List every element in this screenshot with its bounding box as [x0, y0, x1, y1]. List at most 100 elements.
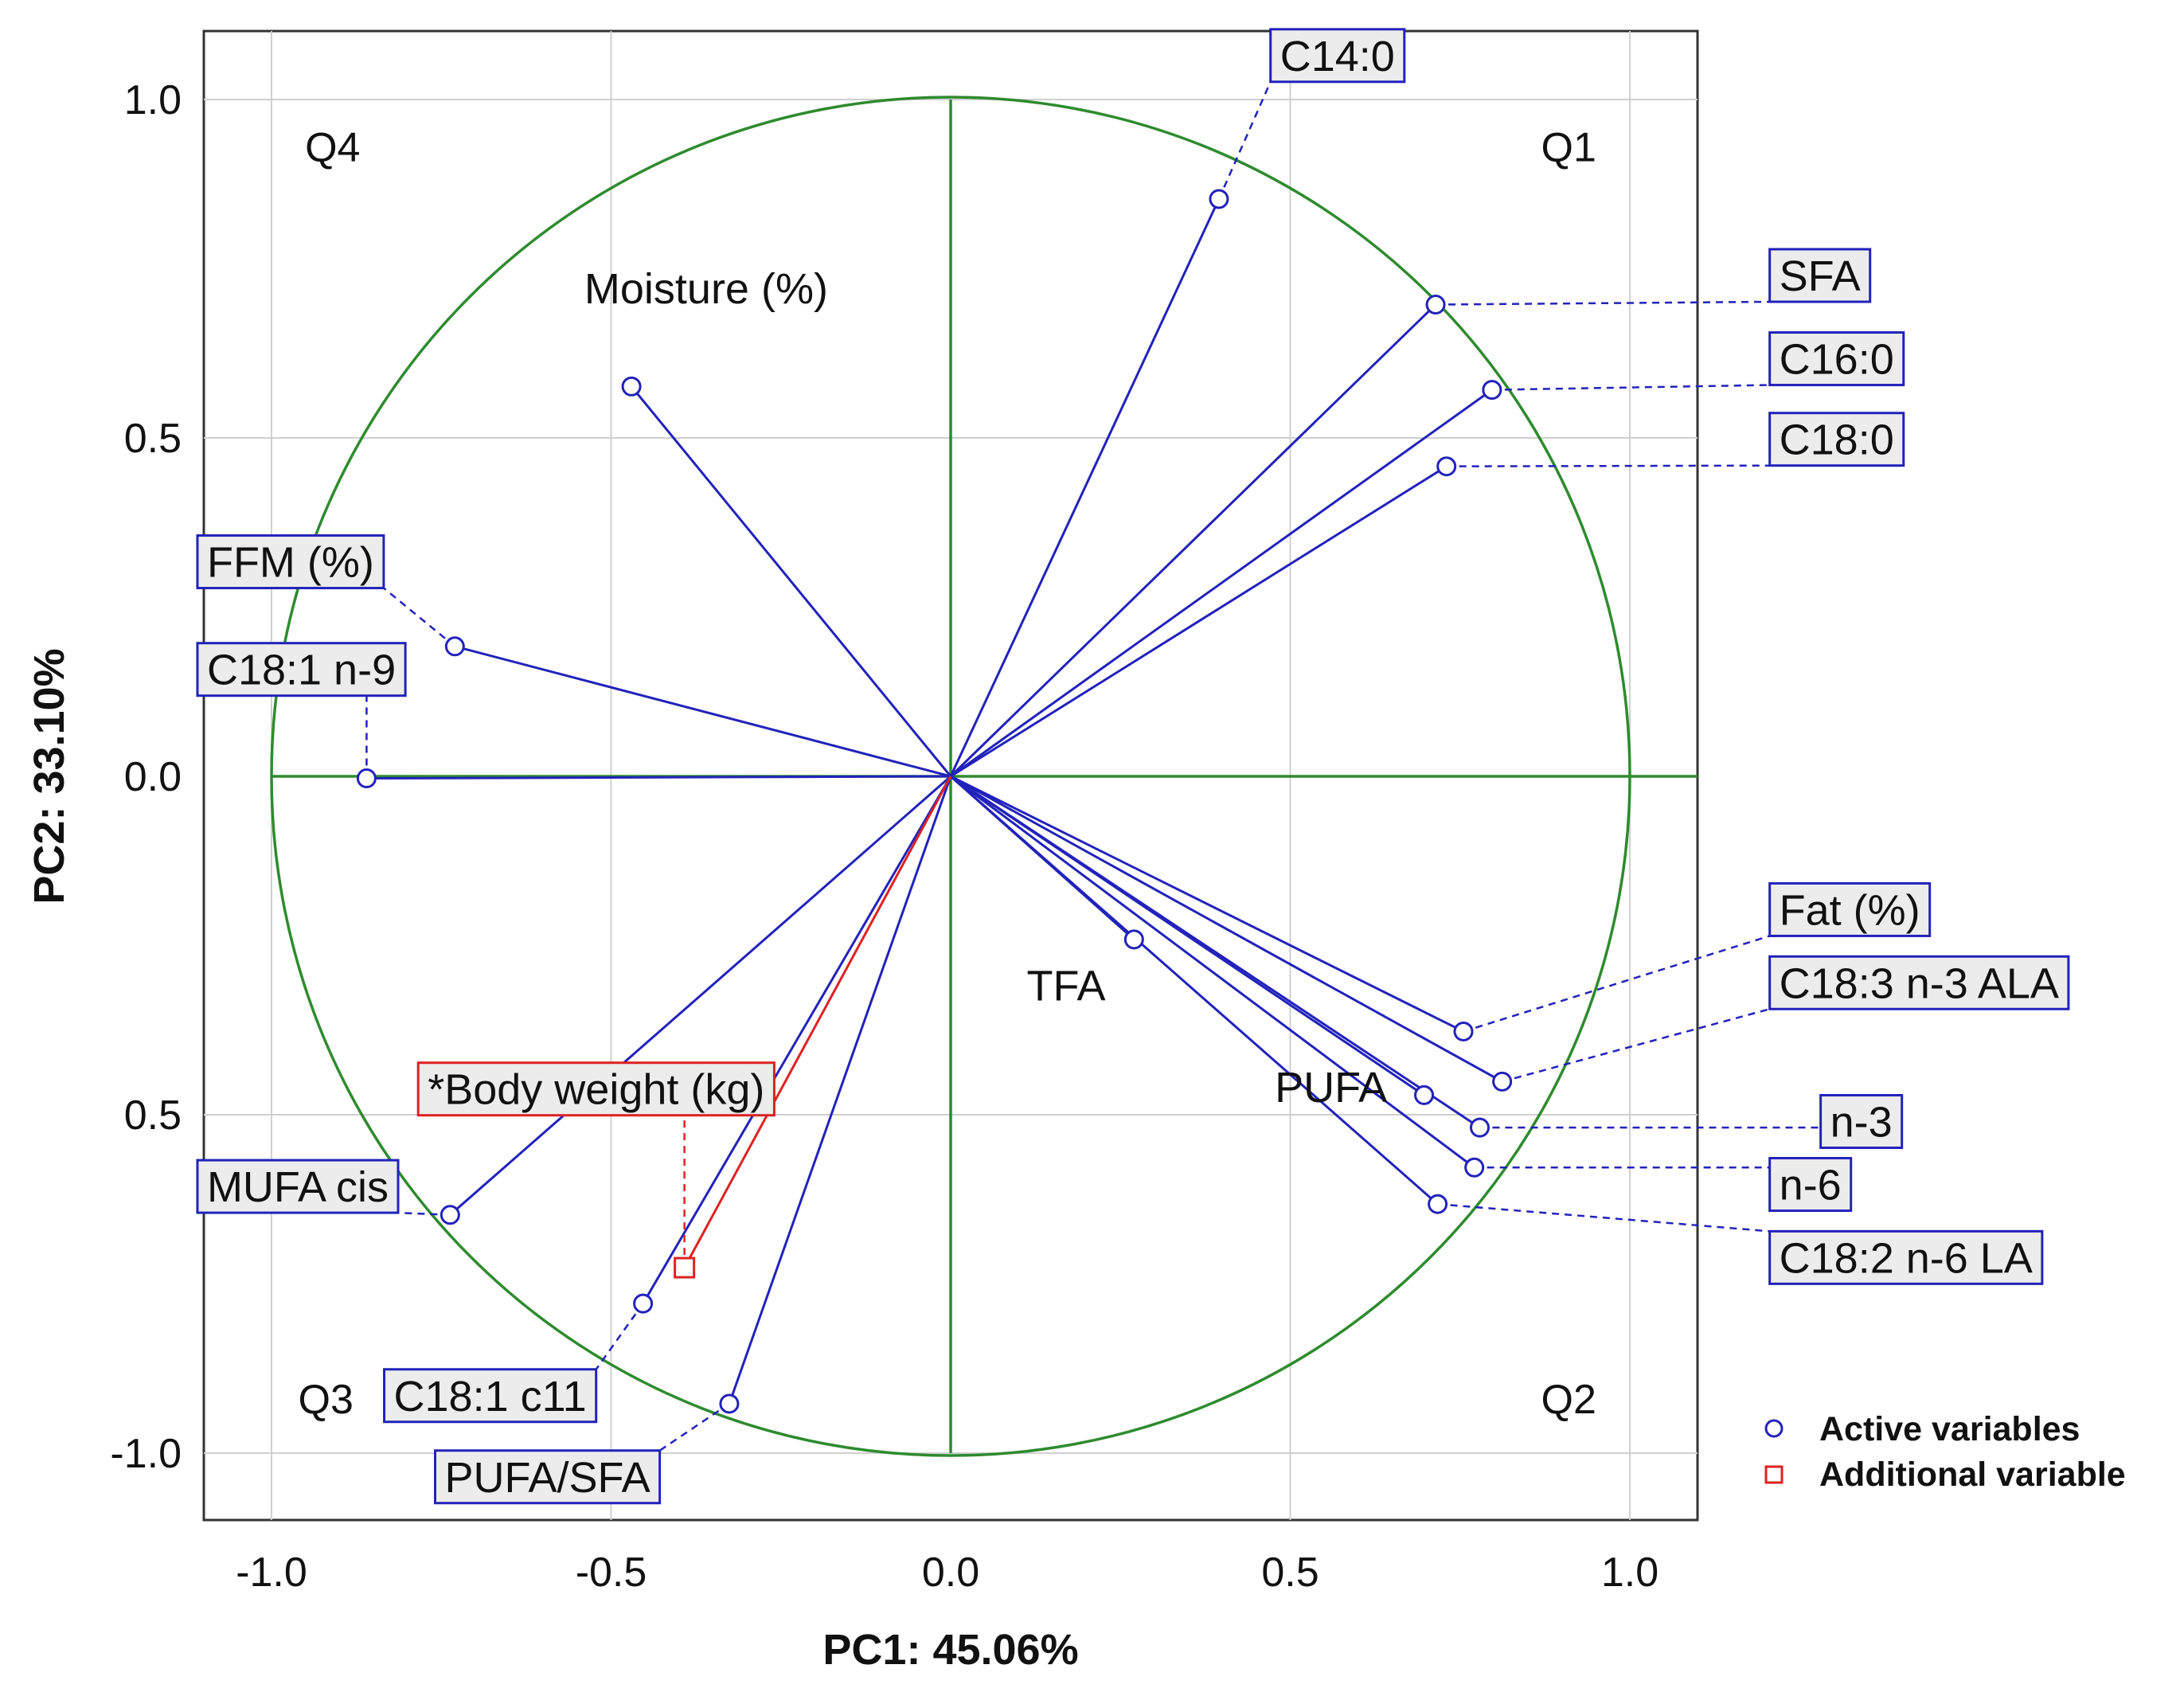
x-tick-label: -1.0	[236, 1549, 307, 1596]
marker-c18-2-n-6-la	[1428, 1194, 1448, 1214]
label-box	[1269, 28, 1406, 84]
variable-label-ffm: FFM (%)	[196, 534, 385, 590]
variable-label-moisture: Moisture (%)	[584, 265, 828, 313]
leader-line-c18-1-c11	[595, 1303, 644, 1370]
marker-body-weight-kg	[674, 1256, 696, 1279]
y-tick-label: 0.5	[124, 1092, 182, 1139]
vector-c16-0	[950, 389, 1493, 778]
quadrant-labels: Q1 Q2 Q3 Q4	[299, 125, 1596, 1424]
x-tick-labels: -1.0 -0.5 0.0 0.5 1.0	[236, 1549, 1659, 1596]
legend-active-marker	[1764, 1419, 1784, 1438]
label-text: C18:0	[1780, 416, 1894, 464]
variable-label-tfa: TFA	[1027, 963, 1106, 1010]
marker-pufa-sfa	[719, 1393, 740, 1414]
x-tick-label: 1.0	[1601, 1549, 1659, 1596]
legend-additional-marker	[1764, 1465, 1784, 1484]
quadrant-label-q3: Q3	[299, 1377, 354, 1423]
marker-moisture	[621, 376, 642, 397]
label-text: C16:0	[1780, 336, 1894, 384]
label-leader-lines	[365, 81, 1821, 1452]
x-tick-label: -0.5	[576, 1549, 647, 1596]
vector-n-6	[950, 775, 1475, 1169]
vector-body-weight-kg	[683, 776, 952, 1268]
label-box	[196, 534, 385, 590]
leader-line-c14-0	[1217, 81, 1272, 200]
marker-n-3	[1469, 1117, 1490, 1138]
label-text: C18:3 n-3 ALA	[1780, 959, 2059, 1007]
y-tick-label: 1.0	[124, 77, 182, 123]
label-box	[196, 642, 407, 698]
vector-mufa-cis	[449, 775, 951, 1216]
x-axis-title: PC1: 45.06%	[822, 1626, 1078, 1674]
label-box	[1768, 881, 1932, 937]
vector-fat	[950, 775, 1464, 1033]
y-tick-label: -1.0	[110, 1431, 182, 1477]
y-axis-title: PC2: 33.10%	[25, 648, 73, 904]
label-box	[1768, 955, 2070, 1010]
leader-line-c18-0	[1446, 464, 1770, 467]
vector-c18-2-n-6-la	[950, 775, 1439, 1206]
variable-label-body-weight-kg: *Body weight (kg)	[416, 1061, 776, 1117]
x-tick-label: 0.0	[922, 1549, 979, 1596]
label-box	[416, 1061, 776, 1117]
marker-ffm	[444, 636, 465, 657]
marker-n-6	[1464, 1157, 1485, 1178]
quadrant-label-q1: Q1	[1541, 125, 1596, 171]
label-box	[434, 1449, 662, 1505]
label-text: SFA	[1780, 252, 1861, 300]
label-text: PUFA/SFA	[445, 1454, 651, 1502]
vector-sfa	[949, 303, 1437, 778]
marker-pufa	[1414, 1084, 1435, 1105]
label-text: Fat (%)	[1780, 886, 1920, 934]
marker-c18-0	[1436, 456, 1457, 477]
marker-tfa	[1123, 929, 1144, 950]
label-box	[1768, 412, 1905, 467]
label-text: C18:2 n-6 LA	[1780, 1234, 2033, 1282]
label-box	[196, 1159, 400, 1214]
marker-sfa	[1425, 295, 1446, 315]
marker-c16-0	[1482, 380, 1502, 401]
vector-moisture	[630, 385, 952, 777]
marker-c18-1-c11	[633, 1293, 654, 1314]
variable-label-c16-0: C16:0	[1768, 331, 1905, 387]
variable-label-n-3: n-3	[1819, 1094, 1904, 1149]
marker-c14-0	[1209, 189, 1229, 209]
variable-label-c18-2-n-6-la: C18:2 n-6 LA	[1768, 1229, 2044, 1285]
vector-c14-0	[949, 198, 1221, 777]
variable-label-c18-0: C18:0	[1768, 412, 1905, 467]
leader-line-fat	[1463, 935, 1771, 1033]
leader-line-mufa-cis	[397, 1211, 451, 1217]
leader-line-c18-3-n-3-ala	[1502, 1008, 1770, 1083]
legend: Active variables Additional variable	[1764, 1410, 2126, 1494]
label-box	[1819, 1094, 1904, 1149]
label-text: n-6	[1780, 1162, 1842, 1209]
variable-label-fat: Fat (%)	[1768, 881, 1932, 937]
label-text: C18:1 c11	[394, 1373, 587, 1420]
loading-vectors	[366, 198, 1503, 1405]
y-tick-labels: 1.0 0.5 0.0 0.5 -1.0	[110, 77, 182, 1477]
variable-markers	[356, 189, 1513, 1414]
label-box	[1768, 248, 1872, 303]
leader-line-c16-0	[1491, 384, 1770, 391]
vector-c18-1-n-9	[366, 775, 951, 780]
y-tick-label: 0.0	[124, 754, 182, 800]
y-tick-label: 0.5	[124, 416, 182, 462]
legend-additional-label: Additional variable	[1819, 1456, 2126, 1494]
vector-ffm	[454, 645, 951, 778]
variable-label-c18-1-c11: C18:1 c11	[383, 1368, 598, 1424]
leader-line-c18-2-n-6-la	[1437, 1202, 1770, 1233]
label-text: C14:0	[1280, 33, 1395, 80]
label-box	[1768, 1157, 1853, 1213]
label-text: FFM (%)	[207, 539, 374, 587]
variable-label-pufa-sfa: PUFA/SFA	[434, 1449, 662, 1505]
variable-labels: Moisture (%) TFA PUFA C14:0 SFA C16:0 C18:0 FFM…	[196, 28, 2070, 1505]
leader-line-sfa	[1436, 300, 1770, 306]
variable-label-sfa: SFA	[1768, 248, 1872, 303]
label-text: n-3	[1830, 1099, 1893, 1147]
variable-label-n-6: n-6	[1768, 1157, 1853, 1213]
marker-c18-1-n-9	[356, 768, 377, 789]
quadrant-label-q2: Q2	[1541, 1377, 1596, 1423]
leader-line-pufa-sfa	[658, 1402, 730, 1452]
unit-circle-group	[270, 96, 1698, 1457]
variable-label-c18-1-n-9: C18:1 n-9	[196, 642, 407, 698]
